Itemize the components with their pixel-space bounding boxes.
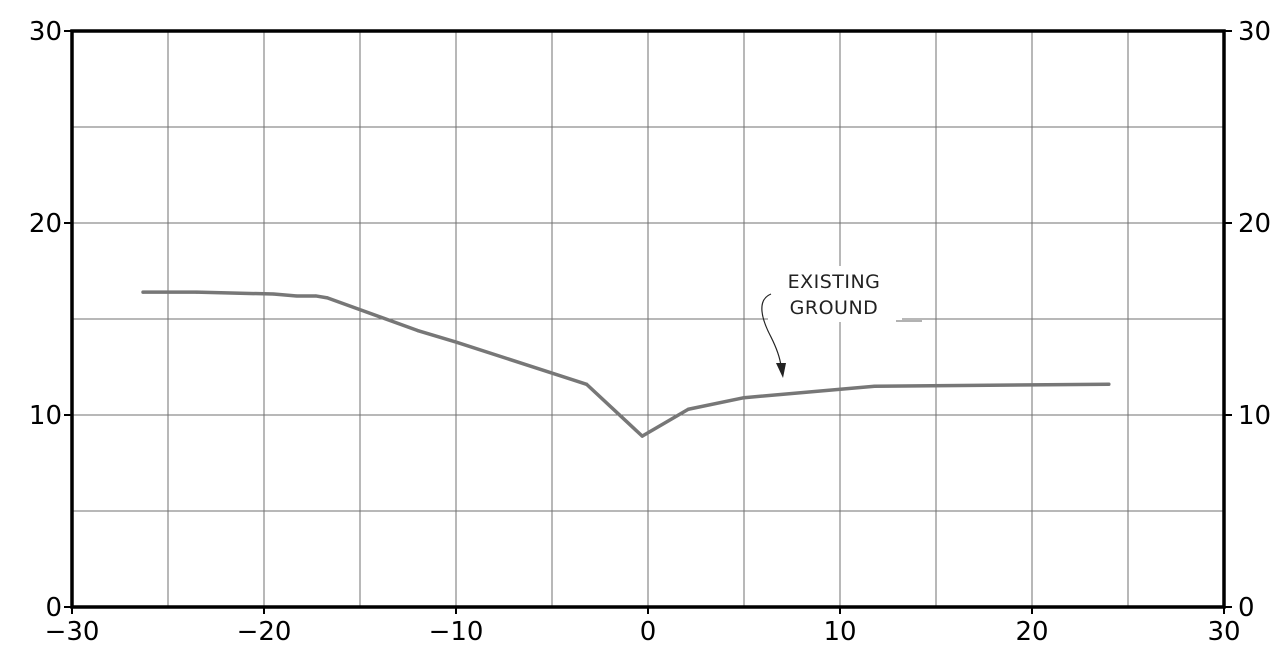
annotation-arrowhead — [776, 363, 786, 378]
series — [141, 290, 1111, 438]
x-tick-label: 10 — [823, 617, 856, 647]
data-point — [872, 384, 877, 388]
data-point — [454, 340, 458, 344]
annotation-text-line-2: GROUND — [790, 297, 879, 319]
x-tick-label: 0 — [640, 617, 657, 647]
data-point — [325, 296, 329, 300]
data-point — [640, 434, 644, 438]
annotation: EXISTING GROUND — [761, 266, 922, 378]
data-point — [742, 396, 746, 400]
x-tick-label: 20 — [1015, 617, 1048, 647]
data-point — [295, 294, 299, 298]
y-tick-label-left: 10 — [29, 401, 62, 431]
y-tick-label-right: 10 — [1238, 401, 1271, 431]
axes — [64, 29, 1232, 614]
data-point — [272, 292, 276, 296]
y-tick-label-left: 30 — [29, 17, 62, 47]
annotation-leader-line — [761, 293, 782, 367]
y-tick-label-left: 20 — [29, 209, 62, 239]
data-point — [416, 328, 420, 333]
ground-profile-line — [141, 290, 1111, 438]
x-tick-label: −10 — [429, 617, 484, 647]
y-tick-label-right: 20 — [1238, 209, 1271, 239]
x-tick-label: −20 — [237, 617, 292, 647]
data-point — [195, 290, 199, 294]
annotation-label-background — [768, 266, 902, 322]
data-point — [314, 294, 318, 298]
x-tick-label: −30 — [45, 617, 100, 647]
data-point — [141, 290, 145, 294]
y-tick-label-left: 0 — [45, 593, 62, 623]
y-tick-label-right: 0 — [1238, 593, 1255, 623]
data-point — [1107, 382, 1111, 386]
grid — [72, 31, 1224, 607]
data-point — [686, 407, 690, 411]
x-tick-label: 30 — [1207, 617, 1240, 647]
data-point — [584, 382, 589, 386]
annotation-text-line-1: EXISTING — [788, 271, 881, 293]
y-tick-label-right: 30 — [1238, 17, 1271, 47]
